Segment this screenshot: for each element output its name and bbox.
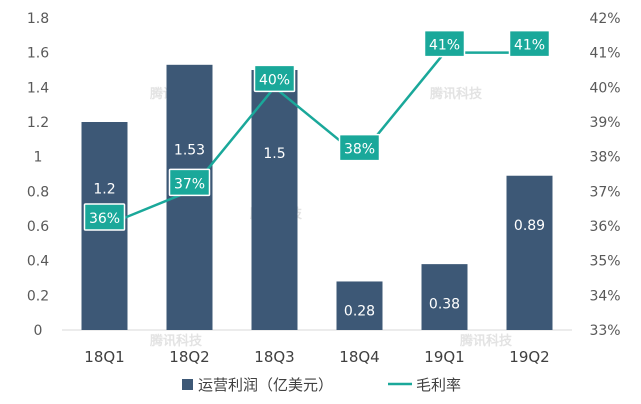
left-axis-tick-label: 0 (34, 323, 43, 339)
left-axis-ticks: 0 0.2 0.4 0.6 0.8 1 1.2 1.4 1.6 1.8 (27, 11, 49, 339)
bar-value-label: 1.2 (93, 182, 115, 198)
right-axis-tick-label: 42% (589, 11, 620, 27)
operating-profit-bar (336, 281, 383, 330)
gross-margin-label-box (168, 168, 211, 197)
gross-margin-label-text: 38% (344, 142, 375, 158)
right-axis-tick-label: 40% (589, 80, 620, 96)
left-axis-tick-label: 0.8 (27, 184, 49, 200)
operating-profit-bar (421, 264, 468, 330)
category-labels: 18Q1 18Q2 18Q3 18Q4 19Q1 19Q2 (84, 348, 549, 366)
gross-margin-label-box (338, 133, 381, 162)
legend-label-operating-profit: 运营利润（亿美元） (198, 376, 333, 394)
left-axis-tick-label: 0.4 (27, 254, 49, 270)
category-label: 18Q2 (169, 348, 209, 366)
gross-margin-label: 41% (508, 29, 551, 58)
gross-margin-label-text: 41% (429, 38, 460, 54)
gross-margin-label-box (83, 203, 126, 231)
gross-margin-label: 36% (83, 203, 126, 231)
watermark-text: 腾讯科技 (149, 333, 203, 349)
left-axis-tick-label: 1 (34, 150, 43, 166)
operating-profit-bar (251, 70, 298, 330)
left-axis-tick-label: 1.6 (27, 46, 49, 62)
left-axis-tick-label: 1.2 (27, 115, 49, 131)
bar-value-label: 1.5 (263, 146, 285, 162)
right-axis-tick-label: 37% (589, 184, 620, 200)
left-axis-tick-label: 0.6 (27, 219, 49, 235)
right-axis-tick-label: 36% (589, 219, 620, 235)
right-axis-tick-label: 33% (589, 323, 620, 339)
bar-labels: 1.2 1.53 1.5 0.28 0.38 0.89 (93, 143, 545, 320)
left-axis-tick-label: 1.8 (27, 11, 49, 27)
watermark-text: 腾讯科技 (459, 333, 513, 349)
operating-profit-bar (506, 175, 553, 330)
right-axis-tick-label: 38% (589, 150, 620, 166)
line-labels: 36% 37% 40% 38% 41% 41% (83, 29, 551, 231)
category-label: 19Q2 (509, 348, 549, 366)
legend-swatch-operating-profit (182, 379, 193, 390)
right-axis-tick-label: 35% (589, 254, 620, 270)
gross-margin-label-box (508, 29, 551, 58)
bar-value-label: 0.89 (514, 218, 545, 234)
gross-margin-label: 38% (338, 133, 381, 162)
gross-margin-label: 40% (253, 64, 296, 93)
bar-value-label: 0.28 (344, 304, 375, 320)
gross-margin-label-box (423, 29, 466, 58)
right-axis-ticks: 33% 34% 35% 36% 37% 38% 39% 40% 41% 42% (589, 11, 620, 339)
bars (81, 64, 553, 331)
legend-label-gross-margin: 毛利率 (416, 376, 461, 394)
gross-margin-label-text: 40% (259, 72, 290, 88)
category-label: 18Q1 (84, 348, 124, 366)
gross-margin-label-text: 36% (89, 211, 120, 227)
category-label: 18Q4 (339, 348, 379, 366)
gross-margin-label: 41% (423, 29, 466, 58)
legend: 运营利润（亿美元） 毛利率 (182, 376, 461, 394)
gross-margin-label-text: 41% (514, 38, 545, 54)
category-label: 19Q1 (424, 348, 464, 366)
right-axis-tick-label: 39% (589, 115, 620, 131)
right-axis-tick-label: 41% (589, 46, 620, 62)
bar-value-label: 0.38 (429, 297, 460, 313)
left-axis-tick-label: 0.2 (27, 288, 49, 304)
bar-value-label: 1.53 (174, 143, 205, 159)
left-axis-tick-label: 1.4 (27, 80, 49, 96)
right-axis-tick-label: 34% (589, 288, 620, 304)
gross-margin-label: 37% (168, 168, 211, 197)
gross-margin-label-text: 37% (174, 176, 205, 192)
gross-margin-label-box (253, 64, 296, 93)
watermark-text: 腾讯科技 (429, 86, 483, 102)
category-label: 18Q3 (254, 348, 294, 366)
